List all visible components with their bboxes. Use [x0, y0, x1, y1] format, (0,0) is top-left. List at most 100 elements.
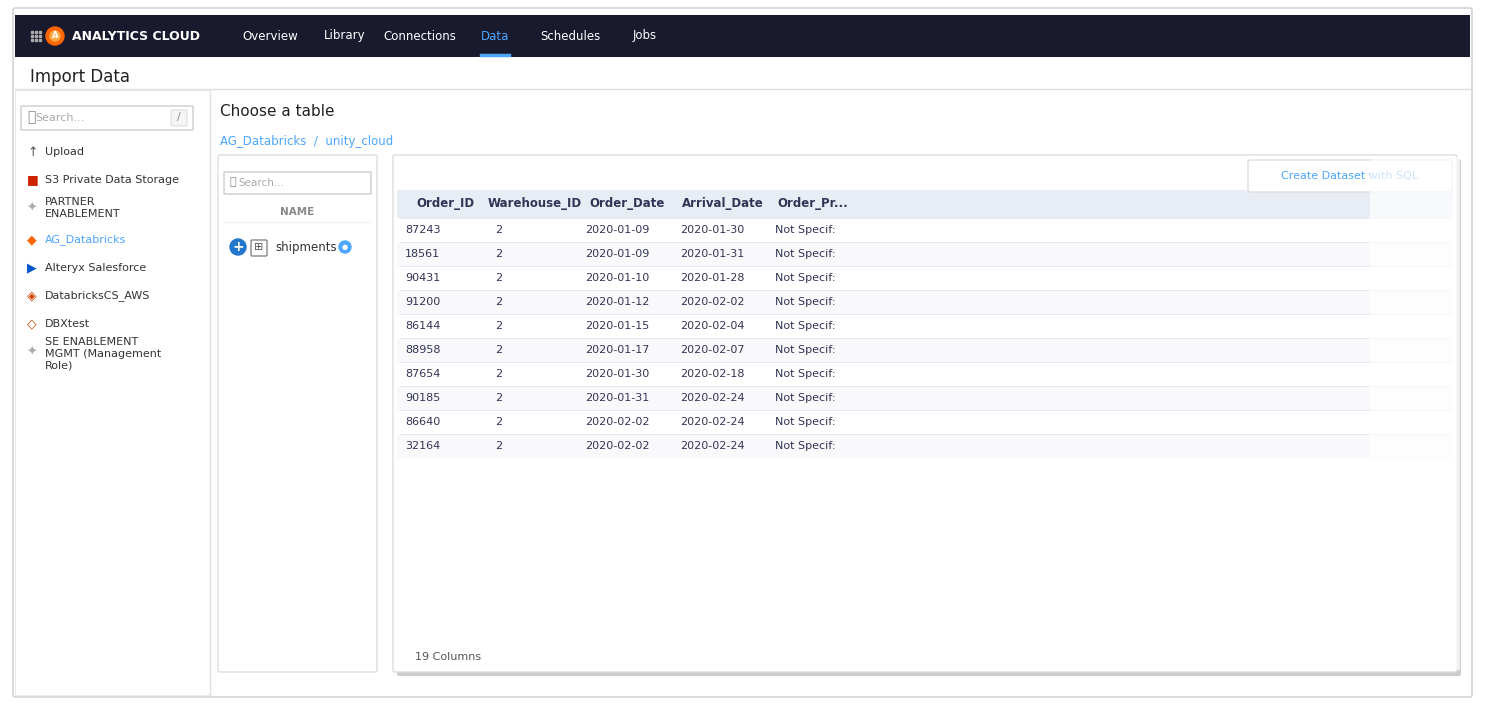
Text: 2020-01-15: 2020-01-15: [585, 321, 649, 331]
Text: 87654: 87654: [405, 369, 441, 379]
Text: ⌕: ⌕: [230, 177, 236, 187]
Text: Search...: Search...: [238, 178, 284, 188]
Text: 2020-01-09: 2020-01-09: [585, 249, 649, 259]
Text: Library: Library: [324, 30, 365, 42]
Text: DatabricksCS_AWS: DatabricksCS_AWS: [45, 290, 150, 302]
Text: 2020-01-31: 2020-01-31: [585, 393, 649, 403]
Text: Not Specif:: Not Specif:: [775, 321, 836, 331]
Text: ■: ■: [27, 173, 39, 187]
Text: ◆: ◆: [27, 233, 37, 247]
Text: 2020-02-04: 2020-02-04: [680, 321, 744, 331]
Text: ENABLEMENT: ENABLEMENT: [45, 209, 120, 219]
Text: Order_ID: Order_ID: [416, 197, 474, 211]
Text: Not Specif:: Not Specif:: [775, 417, 836, 427]
Text: 2020-01-31: 2020-01-31: [680, 249, 744, 259]
Text: 32164: 32164: [405, 441, 440, 451]
Text: 2020-01-30: 2020-01-30: [680, 225, 744, 235]
Text: Not Specif:: Not Specif:: [775, 249, 836, 259]
Text: ✦: ✦: [27, 345, 37, 359]
Text: ▶: ▶: [27, 262, 37, 274]
FancyBboxPatch shape: [394, 155, 1457, 672]
FancyBboxPatch shape: [251, 240, 267, 256]
Bar: [396, 190, 1452, 218]
FancyBboxPatch shape: [21, 106, 193, 130]
Text: A: A: [52, 32, 58, 40]
Text: Schedules: Schedules: [541, 30, 600, 42]
Text: 91200: 91200: [405, 297, 440, 307]
Text: Alteryx Salesforce: Alteryx Salesforce: [45, 263, 146, 273]
Text: Not Specif:: Not Specif:: [775, 393, 836, 403]
Text: 2020-02-24: 2020-02-24: [680, 393, 744, 403]
FancyBboxPatch shape: [224, 172, 371, 194]
Text: 2020-01-09: 2020-01-09: [585, 225, 649, 235]
Text: ◈: ◈: [27, 290, 37, 302]
Text: 2020-02-07: 2020-02-07: [680, 345, 744, 355]
Text: 2020-02-24: 2020-02-24: [680, 441, 744, 451]
Bar: [396, 434, 1452, 458]
Text: Order_Pr...: Order_Pr...: [777, 197, 848, 211]
Bar: [15, 15, 1470, 57]
Bar: [396, 266, 1452, 290]
Text: 2020-02-02: 2020-02-02: [585, 441, 649, 451]
Text: /: /: [177, 112, 181, 122]
Text: 2020-01-10: 2020-01-10: [585, 273, 649, 283]
Text: MGMT (Management: MGMT (Management: [45, 349, 162, 359]
Text: Search...: Search...: [36, 113, 85, 123]
Text: AG_Databricks  /  unity_cloud: AG_Databricks / unity_cloud: [220, 135, 394, 149]
FancyBboxPatch shape: [1247, 160, 1452, 192]
Text: 2020-01-17: 2020-01-17: [585, 345, 649, 355]
Bar: [396, 338, 1452, 362]
Text: 2020-02-02: 2020-02-02: [585, 417, 649, 427]
Text: Choose a table: Choose a table: [220, 104, 334, 120]
Bar: [396, 218, 1452, 242]
Text: Create Dataset with SQL: Create Dataset with SQL: [1282, 171, 1418, 181]
Text: 2: 2: [495, 249, 502, 259]
Text: 2020-02-24: 2020-02-24: [680, 417, 744, 427]
Text: 2: 2: [495, 273, 502, 283]
Bar: [396, 410, 1452, 434]
Text: Role): Role): [45, 361, 73, 371]
Text: 2020-01-30: 2020-01-30: [585, 369, 649, 379]
Text: 2020-01-28: 2020-01-28: [680, 273, 744, 283]
FancyBboxPatch shape: [218, 155, 377, 672]
Text: Upload: Upload: [45, 147, 85, 157]
Bar: [396, 314, 1452, 338]
Text: Import Data: Import Data: [30, 68, 131, 86]
Text: ◇: ◇: [27, 317, 37, 331]
Bar: [396, 386, 1452, 410]
Text: 2: 2: [495, 393, 502, 403]
Text: Warehouse_ID: Warehouse_ID: [489, 197, 582, 211]
Text: ⌕: ⌕: [27, 110, 36, 124]
FancyBboxPatch shape: [396, 159, 1461, 676]
Text: 2020-02-18: 2020-02-18: [680, 369, 744, 379]
Text: AG_Databricks: AG_Databricks: [45, 235, 126, 245]
Text: NAME: NAME: [281, 207, 315, 217]
Circle shape: [230, 239, 247, 255]
Text: Data: Data: [481, 30, 509, 42]
Text: 90185: 90185: [405, 393, 440, 403]
Text: Not Specif:: Not Specif:: [775, 345, 836, 355]
Text: 2: 2: [495, 441, 502, 451]
Text: Order_Date: Order_Date: [590, 197, 665, 211]
Bar: [1371, 157, 1460, 670]
Text: 88958: 88958: [405, 345, 441, 355]
Text: 2020-02-02: 2020-02-02: [680, 297, 744, 307]
Text: 2: 2: [495, 297, 502, 307]
Text: Not Specif:: Not Specif:: [775, 369, 836, 379]
Text: SE ENABLEMENT: SE ENABLEMENT: [45, 337, 138, 347]
Text: 2020-01-12: 2020-01-12: [585, 297, 649, 307]
Text: S3 Private Data Storage: S3 Private Data Storage: [45, 175, 180, 185]
Text: 86144: 86144: [405, 321, 441, 331]
Text: ⊞: ⊞: [254, 242, 264, 252]
Text: 19 Columns: 19 Columns: [414, 652, 481, 662]
Text: 2: 2: [495, 345, 502, 355]
Text: Not Specif:: Not Specif:: [775, 273, 836, 283]
Text: 2: 2: [495, 417, 502, 427]
Text: shipments: shipments: [275, 240, 337, 254]
Text: Connections: Connections: [383, 30, 456, 42]
Text: Not Specif:: Not Specif:: [775, 225, 836, 235]
Text: Overview: Overview: [242, 30, 298, 42]
Bar: [15, 90, 209, 695]
Text: 2: 2: [495, 321, 502, 331]
Bar: [396, 362, 1452, 386]
